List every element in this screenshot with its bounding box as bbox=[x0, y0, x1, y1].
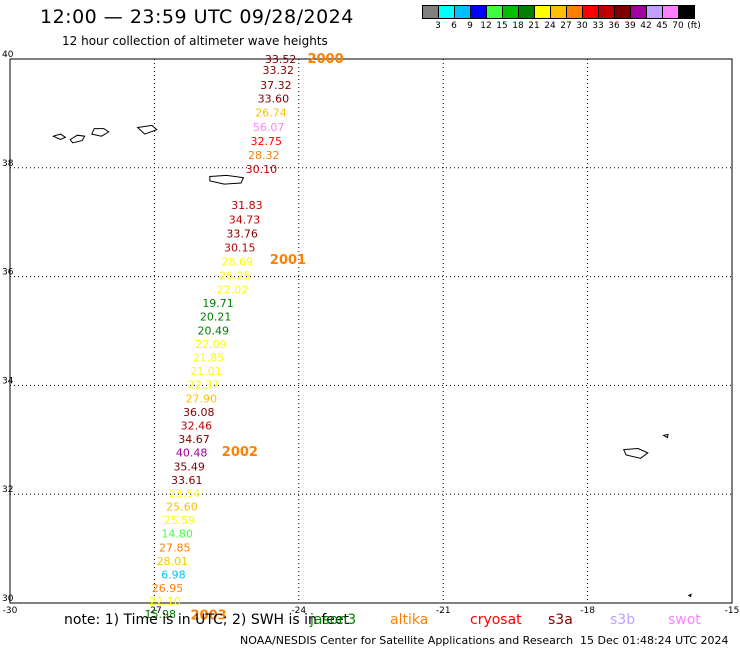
wave-height-point: 21.85 bbox=[193, 351, 225, 364]
plot-frame bbox=[9, 58, 733, 604]
wave-height-point: 34.73 bbox=[229, 213, 261, 226]
wave-height-point: 33.60 bbox=[258, 93, 290, 106]
wave-height-point: 26.95 bbox=[152, 582, 184, 595]
wave-height-point: 36.08 bbox=[183, 406, 215, 419]
wave-height-point: 22.02 bbox=[217, 283, 249, 296]
chart-subtitle: 12 hour collection of altimeter wave hei… bbox=[62, 34, 328, 48]
wave-height-point: 22.09 bbox=[195, 338, 227, 351]
island-outline bbox=[687, 593, 692, 598]
color-scale-tick: 70 bbox=[672, 21, 684, 31]
wave-height-point: 23.54 bbox=[169, 487, 201, 500]
wave-height-point: 21.01 bbox=[190, 365, 222, 378]
wave-height-point: 31.83 bbox=[231, 199, 263, 212]
wave-height-point: 28.01 bbox=[157, 555, 189, 568]
wave-height-point: 22.37 bbox=[188, 379, 220, 392]
wave-height-point: 20.21 bbox=[200, 311, 232, 324]
time-label: 2001 bbox=[270, 253, 306, 268]
y-tick-label: 34 bbox=[2, 376, 14, 386]
color-swatch bbox=[678, 5, 695, 19]
wave-height-point: 35.49 bbox=[173, 460, 205, 473]
y-tick-label: 32 bbox=[2, 485, 13, 495]
wave-height-point: 22.10 bbox=[149, 595, 181, 608]
y-tick-label: 36 bbox=[2, 268, 14, 278]
color-scale-tick: 39 bbox=[624, 21, 636, 31]
island-outline bbox=[209, 174, 245, 185]
wave-height-point: 32.46 bbox=[181, 419, 213, 432]
island-outline bbox=[622, 447, 649, 459]
wave-height-point: 15.98 bbox=[145, 608, 177, 621]
chart-title: 12:00 — 23:59 UTC 09/28/2024 bbox=[40, 6, 354, 28]
color-scale-tick: 15 bbox=[496, 21, 508, 31]
island-outline bbox=[91, 128, 110, 137]
color-scale-tick: 18 bbox=[512, 21, 524, 31]
wave-height-point: 33.52 bbox=[265, 53, 297, 66]
x-tick-label: -30 bbox=[3, 606, 18, 616]
wave-height-point: 33.76 bbox=[226, 227, 258, 240]
wave-height-point: 14.80 bbox=[161, 528, 193, 541]
color-scale-legend bbox=[422, 5, 695, 19]
y-tick-label: 30 bbox=[2, 594, 14, 604]
color-scale-tick: 12 bbox=[480, 21, 492, 31]
x-tick-label: -15 bbox=[725, 606, 740, 616]
color-scale-tick: 42 bbox=[640, 21, 652, 31]
wave-height-point: 40.48 bbox=[176, 447, 208, 460]
wave-height-point: 26.74 bbox=[255, 107, 287, 120]
color-scale-tick: 33 bbox=[592, 21, 604, 31]
color-scale-tick: 3 bbox=[435, 21, 441, 31]
time-label: 2000 bbox=[307, 52, 343, 67]
wave-height-point: 56.07 bbox=[253, 121, 285, 134]
generation-timestamp: 15 Dec 01:48:24 UTC 2024 bbox=[580, 634, 729, 647]
color-scale-tick: 45 bbox=[656, 21, 668, 31]
island-outline bbox=[136, 124, 158, 135]
footer-note: note: 1) Time is in UTC; 2) SWH is in fe… bbox=[64, 612, 350, 628]
satellite-label-s3a: s3a bbox=[548, 612, 573, 628]
y-tick-label: 40 bbox=[2, 50, 14, 60]
color-scale-tick: 24 bbox=[544, 21, 556, 31]
satellite-label-cryosat: cryosat bbox=[470, 612, 522, 628]
wave-height-point: 33.32 bbox=[262, 64, 294, 77]
wave-height-point: 32.75 bbox=[250, 135, 282, 148]
y-tick-label: 38 bbox=[2, 159, 14, 169]
wave-height-point: 33.61 bbox=[171, 474, 203, 487]
wave-height-point: 19.71 bbox=[202, 297, 234, 310]
satellite-label-s3b: s3b bbox=[610, 612, 636, 628]
x-tick-label: -24 bbox=[291, 606, 306, 616]
wave-height-point: 20.49 bbox=[198, 324, 230, 337]
wave-height-point: 27.90 bbox=[185, 392, 217, 405]
color-scale-tick: 9 bbox=[467, 21, 473, 31]
color-scale-tick: 30 bbox=[576, 21, 588, 31]
credit-line: NOAA/NESDIS Center for Satellite Applica… bbox=[240, 634, 574, 647]
satellite-label-altika: altika bbox=[390, 612, 429, 628]
wave-height-point: 26.25 bbox=[219, 269, 251, 282]
color-scale-tick: 36 bbox=[608, 21, 620, 31]
satellite-label-swot: swot bbox=[668, 612, 701, 628]
wave-height-point: 28.32 bbox=[248, 149, 280, 162]
island-outline bbox=[69, 134, 86, 144]
time-label: 2003 bbox=[191, 608, 227, 623]
wave-height-point: 28.69 bbox=[222, 256, 254, 269]
color-scale-tick: 21 bbox=[528, 21, 540, 31]
x-tick-label: -18 bbox=[580, 606, 595, 616]
wave-height-point: 37.32 bbox=[260, 79, 292, 92]
color-scale-tick: (ft) bbox=[687, 21, 701, 31]
time-label: 2002 bbox=[222, 445, 258, 460]
color-scale-tick: 27 bbox=[560, 21, 572, 31]
satellite-label-jason3: jason3 bbox=[310, 612, 357, 628]
island-outline bbox=[662, 433, 669, 439]
wave-height-point: 30.10 bbox=[246, 163, 278, 176]
wave-height-point: 25.60 bbox=[166, 501, 198, 514]
wave-height-point: 25.59 bbox=[164, 514, 196, 527]
wave-height-point: 30.15 bbox=[224, 242, 256, 255]
x-tick-label: -27 bbox=[147, 606, 162, 616]
color-scale-tick: 6 bbox=[451, 21, 457, 31]
wave-height-point: 34.67 bbox=[178, 433, 210, 446]
island-outline bbox=[51, 133, 67, 141]
wave-height-point: 6.98 bbox=[161, 569, 186, 582]
x-tick-label: -21 bbox=[436, 606, 451, 616]
wave-height-point: 27.85 bbox=[159, 541, 191, 554]
